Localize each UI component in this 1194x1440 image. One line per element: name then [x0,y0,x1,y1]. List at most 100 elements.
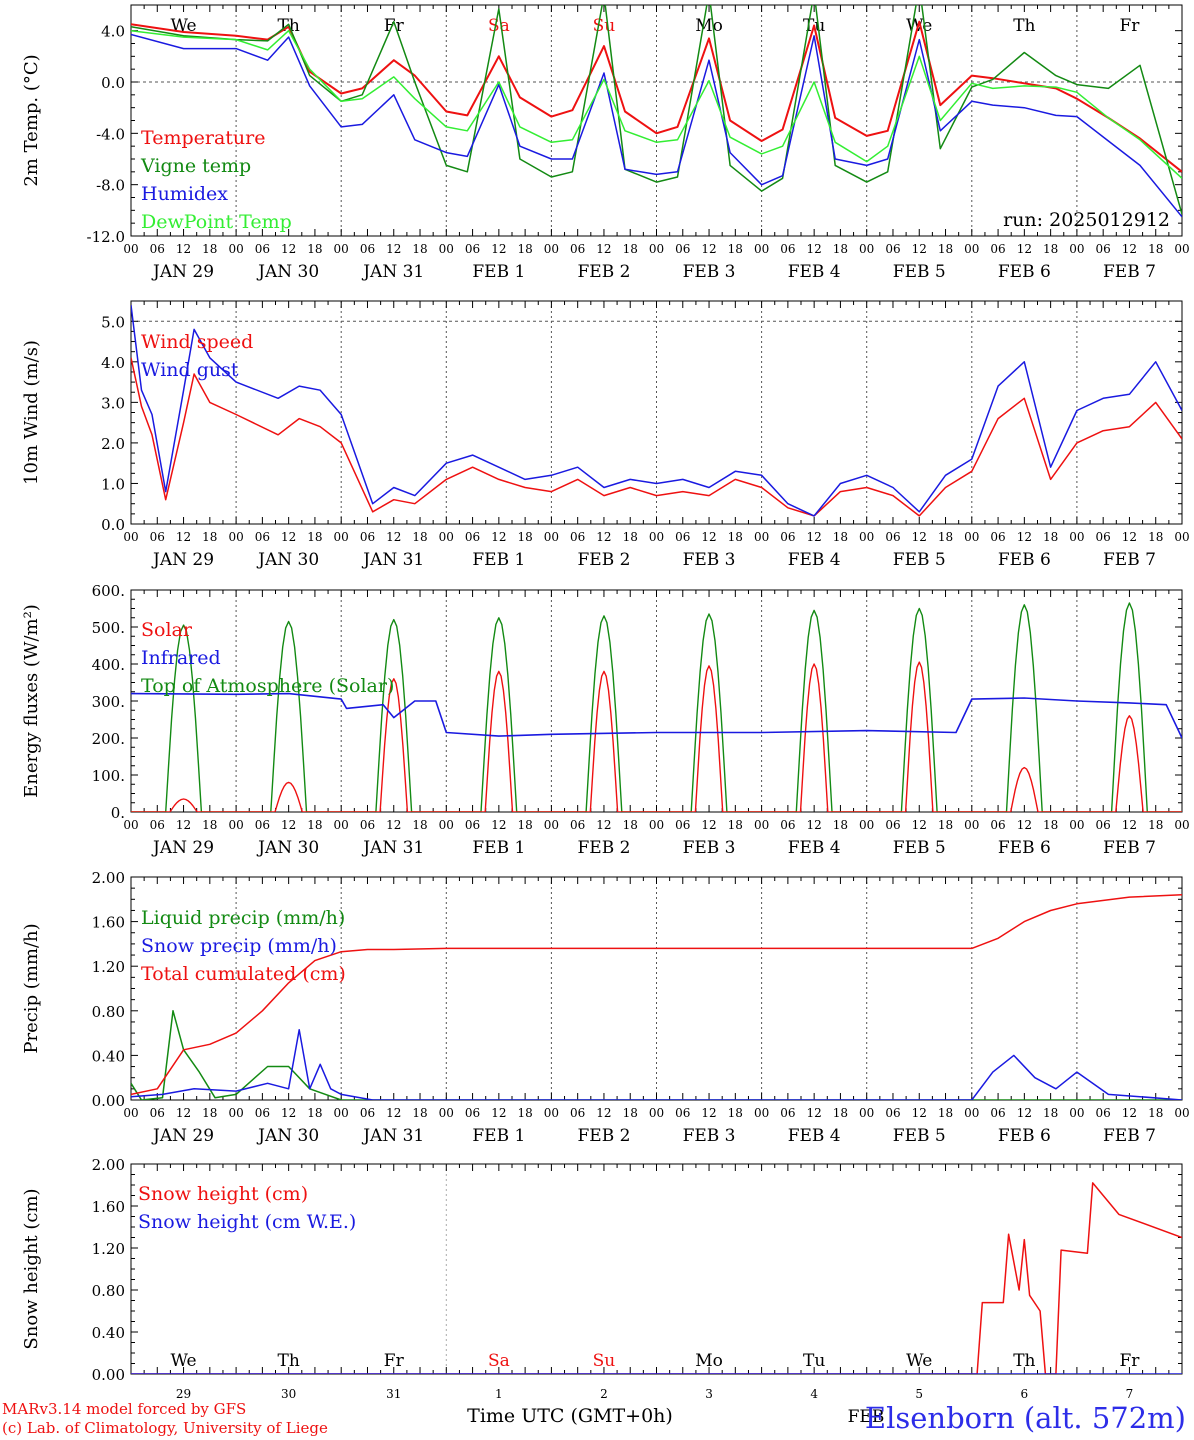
hour-label: 06 [885,530,900,544]
hour-label: 06 [780,530,795,544]
hour-label: 12 [1017,530,1032,544]
date-label: FEB 1 [472,262,525,282]
hour-label: 06 [675,530,690,544]
hour-label: 00 [123,242,138,256]
y-axis-title: 2m Temp. (°C) [21,54,42,186]
hour-label: 06 [1096,530,1111,544]
hour-label: 18 [202,1106,217,1120]
hour-label: 12 [596,530,611,544]
hour-label: 12 [1122,818,1137,832]
legend-entry: Top of Atmosphere (Solar) [141,675,394,697]
y-tick-label: 1.20 [92,958,125,976]
legend-entry: DewPoint Temp [141,211,292,233]
hour-label: 12 [491,530,506,544]
legend-entry: Vigne temp [140,155,251,177]
weekday-label: We [906,1351,932,1371]
legend-entry: Snow height (cm W.E.) [138,1211,356,1233]
date-label: FEB 4 [788,262,841,282]
hour-label: 18 [412,818,427,832]
date-label: FEB 1 [472,550,525,570]
hour-label: 06 [150,242,165,256]
date-label: JAN 31 [361,262,424,282]
hour-label: 06 [990,242,1005,256]
y-tick-label: 5.0 [101,313,125,331]
y-tick-label: 0.40 [92,1324,125,1342]
hour-label: 18 [202,530,217,544]
panel-3: 600. 500. 400. 300. 200. 100. 0. Energy fluxes … [21,582,1190,858]
hour-label: 12 [1122,242,1137,256]
weekday-label: Mo [695,16,723,36]
y-tick-label: 0.40 [92,1047,125,1065]
hour-label: 00 [439,818,454,832]
hour-label: 18 [517,818,532,832]
hour-label: 12 [701,530,716,544]
hour-label: 18 [412,530,427,544]
date-label: FEB 2 [577,1126,630,1146]
hour-label: 00 [964,242,979,256]
y-axis-title: Precip (mm/h) [21,923,42,1053]
y-tick-label: 0.00 [92,1366,125,1384]
series-dewpoint-temp [131,29,1182,179]
hour-label: 06 [465,242,480,256]
weekday-label: Fr [1119,1351,1140,1371]
y-tick-label: 2.00 [92,1156,125,1174]
hour-label: 12 [596,818,611,832]
y-tick-label: 100. [92,767,125,785]
date-label: FEB 3 [683,550,736,570]
y-axis-title: Snow height (cm) [21,1188,42,1349]
hour-label: 06 [570,530,585,544]
hour-label: 18 [202,818,217,832]
hour-label: 00 [334,1106,349,1120]
hour-label: 18 [1148,530,1163,544]
day-number: 30 [281,1387,296,1401]
y-tick-label: 500. [92,619,125,637]
hour-label: 18 [1148,242,1163,256]
hour-label: 18 [833,242,848,256]
date-label: FEB 1 [472,838,525,858]
hour-label: 00 [439,242,454,256]
hour-label: 12 [912,242,927,256]
series-snow-precip-mm-h- [131,1029,1182,1100]
hour-label: 12 [386,530,401,544]
hour-label: 18 [412,1106,427,1120]
y-tick-label: 0.0 [101,74,125,92]
hour-label: 18 [1043,818,1058,832]
series-infrared [131,692,1182,739]
series-temperature [131,20,1182,173]
hour-label: 00 [544,530,559,544]
date-label: FEB 6 [998,838,1051,858]
hour-label: 12 [701,818,716,832]
hour-label: 12 [1017,242,1032,256]
hour-label: 06 [360,818,375,832]
hour-label: 06 [675,818,690,832]
hour-label: 12 [912,1106,927,1120]
y-tick-label: -4.0 [96,125,125,143]
panel-4: 2.00 1.60 1.20 0.80 0.40 0.00 Precip (mm/h) 00 0… [21,869,1190,1146]
y-tick-label: 0.80 [92,1282,125,1300]
hour-label: 00 [1174,530,1189,544]
hour-label: 00 [964,530,979,544]
hour-label: 12 [281,530,296,544]
weekday-label: Sa [488,16,510,36]
date-label: FEB 2 [577,838,630,858]
hour-label: 00 [964,1106,979,1120]
hour-label: 00 [1069,818,1084,832]
hour-label: 00 [649,242,664,256]
y-axis-title: 10m Wind (m/s) [21,340,42,485]
hour-label: 00 [964,818,979,832]
hour-label: 00 [228,818,243,832]
hour-label: 18 [728,1106,743,1120]
date-label: FEB 7 [1103,550,1156,570]
hour-label: 06 [570,242,585,256]
feb-label: FEB [848,1407,885,1427]
hour-label: 18 [307,530,322,544]
hour-label: 12 [807,242,822,256]
hour-label: 00 [1069,242,1084,256]
legend-entry: Snow precip (mm/h) [141,935,337,957]
weekday-label: We [906,16,932,36]
hour-label: 06 [780,1106,795,1120]
hour-label: 06 [1096,242,1111,256]
hour-label: 18 [412,242,427,256]
date-label: FEB 3 [683,1126,736,1146]
day-number: 31 [386,1387,401,1401]
